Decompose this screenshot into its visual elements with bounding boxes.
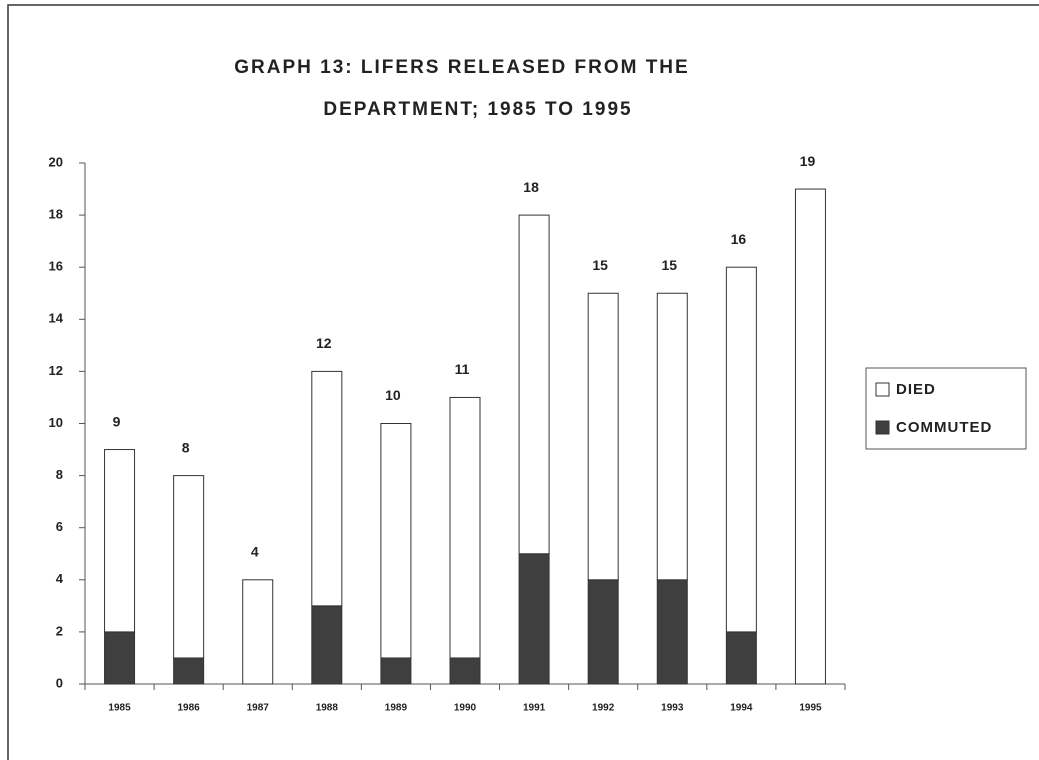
data-label: 4 (251, 544, 259, 560)
x-tick-label: 1990 (454, 703, 477, 714)
bar-segment (380, 423, 412, 659)
x-tick-label: 1988 (316, 703, 339, 714)
bar-segment (725, 266, 757, 633)
legend-swatch (875, 382, 890, 397)
legend-swatch (875, 420, 890, 435)
y-tick-label: 4 (56, 571, 64, 586)
y-tick-label: 8 (56, 467, 63, 482)
bar-segment (587, 579, 619, 685)
y-tick-label: 18 (49, 207, 63, 222)
data-label: 10 (385, 387, 401, 403)
bar-segment (104, 631, 136, 685)
x-tick-label: 1995 (799, 703, 822, 714)
y-tick-label: 14 (49, 311, 64, 326)
y-tick-label: 20 (49, 154, 63, 169)
bar-segment (311, 370, 343, 607)
bar-segment (449, 396, 481, 659)
y-tick-label: 2 (56, 623, 63, 638)
legend-box (865, 367, 1027, 450)
bar-segment (794, 188, 826, 685)
data-label: 16 (731, 231, 747, 247)
data-label: 11 (455, 361, 470, 377)
x-tick-label: 1987 (247, 703, 270, 714)
data-label: 8 (182, 439, 190, 455)
bar-segment (104, 449, 136, 633)
x-tick-label: 1994 (730, 703, 753, 714)
y-tick-label: 6 (56, 519, 63, 534)
x-tick-label: 1986 (178, 703, 201, 714)
bar-segment (449, 657, 481, 685)
bar-segment (587, 292, 619, 581)
x-tick-label: 1985 (108, 703, 131, 714)
bar-segment (380, 657, 412, 685)
data-label: 9 (113, 413, 121, 429)
bar-segment (311, 605, 343, 685)
x-tick-label: 1993 (661, 703, 684, 714)
data-label: 12 (316, 335, 332, 351)
legend-label: DIED (896, 381, 936, 398)
data-label: 15 (661, 257, 677, 273)
y-tick-label: 12 (49, 363, 63, 378)
bar-segment (173, 657, 205, 685)
x-tick-label: 1989 (385, 703, 408, 714)
bar-segment (518, 553, 550, 685)
bar-segment (518, 214, 550, 555)
legend-label: COMMUTED (896, 419, 992, 436)
bar-segment (173, 475, 205, 659)
x-tick-label: 1991 (523, 703, 546, 714)
data-label: 18 (523, 179, 539, 195)
chart-title: GRAPH 13: LIFERS RELEASED FROM THE (234, 57, 689, 78)
bar-segment (725, 631, 757, 685)
chart-title: DEPARTMENT; 1985 TO 1995 (323, 99, 632, 120)
bar-segment (656, 292, 688, 581)
data-label: 19 (800, 153, 816, 169)
y-tick-label: 10 (49, 415, 63, 430)
y-tick-label: 16 (49, 259, 63, 274)
x-tick-label: 1992 (592, 703, 615, 714)
y-tick-label: 0 (56, 675, 63, 690)
bar-segment (656, 579, 688, 685)
frame (7, 4, 1039, 760)
bar-segment (242, 579, 274, 685)
data-label: 15 (592, 257, 608, 273)
